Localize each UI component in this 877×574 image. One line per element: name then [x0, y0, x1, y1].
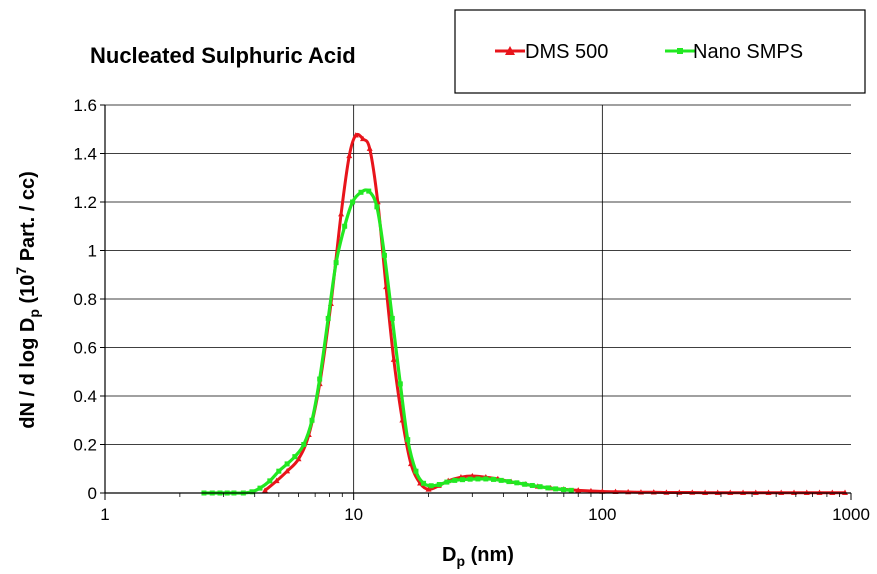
- data-point-dms-500: [842, 489, 849, 495]
- legend-marker-nano-smps: [677, 48, 683, 54]
- data-point-nano-smps: [444, 479, 450, 485]
- data-point-nano-smps: [405, 437, 411, 443]
- data-point-dms-500: [765, 489, 772, 495]
- data-point-nano-smps: [553, 486, 559, 492]
- data-point-dms-500: [352, 132, 359, 138]
- grid-layer: [105, 104, 851, 493]
- data-point-nano-smps: [452, 477, 458, 483]
- data-point-nano-smps: [561, 487, 567, 493]
- data-point-nano-smps: [568, 487, 574, 493]
- data-point-dms-500: [740, 489, 747, 495]
- data-point-dms-500: [727, 489, 734, 495]
- data-point-dms-500: [338, 210, 345, 217]
- x-axis-label: Dp (nm): [442, 544, 514, 569]
- y-tick-label: 1.6: [73, 96, 97, 115]
- data-point-nano-smps: [537, 484, 543, 490]
- data-point-nano-smps: [467, 476, 473, 482]
- y-tick-label: 1.2: [73, 193, 97, 212]
- data-point-nano-smps: [317, 376, 323, 382]
- data-point-nano-smps: [342, 223, 348, 229]
- data-point-nano-smps: [490, 476, 496, 482]
- legend-marker-dms500: [505, 46, 515, 55]
- series-layer: [201, 132, 849, 496]
- data-point-dms-500: [366, 145, 373, 151]
- data-point-dms-500: [752, 489, 759, 495]
- x-tick-label: 100: [588, 505, 616, 524]
- chart-title: Nucleated Sulphuric Acid: [90, 43, 356, 68]
- data-point-nano-smps: [276, 468, 282, 474]
- y-tick-label: 1.4: [73, 145, 97, 164]
- data-point-dms-500: [262, 487, 269, 493]
- data-point-nano-smps: [475, 476, 481, 482]
- data-point-nano-smps: [514, 480, 520, 486]
- data-point-nano-smps: [257, 485, 263, 491]
- y-tick-label: 0.4: [73, 387, 97, 406]
- x-tick-label: 1: [100, 505, 109, 524]
- y-tick-label: 0.2: [73, 436, 97, 455]
- tick-layer: 0 0.2 0.4 0.6 0.8 1 1.2 1.4 1.6 1 10 100 1000: [73, 96, 870, 524]
- data-point-nano-smps: [309, 417, 315, 423]
- data-point-nano-smps: [292, 454, 298, 460]
- data-point-nano-smps: [506, 479, 512, 485]
- data-point-dms-500: [599, 488, 606, 494]
- data-point-nano-smps: [483, 476, 489, 482]
- data-point-dms-500: [359, 135, 366, 142]
- y-tick-label: 0.8: [73, 290, 97, 309]
- data-point-nano-smps: [284, 461, 290, 467]
- data-point-dms-500: [390, 356, 397, 362]
- data-point-nano-smps: [333, 260, 339, 266]
- legend-label-dms500: DMS 500: [525, 41, 608, 63]
- data-point-nano-smps: [381, 252, 387, 258]
- data-point-dms-500: [803, 489, 810, 495]
- series-line-dms-500: [264, 132, 846, 495]
- data-point-dms-500: [575, 487, 582, 493]
- data-point-nano-smps: [397, 381, 403, 387]
- data-point-dms-500: [816, 489, 823, 495]
- data-point-nano-smps: [436, 482, 442, 488]
- legend: DMS 500 Nano SMPS: [454, 9, 866, 94]
- data-point-dms-500: [284, 467, 291, 474]
- data-point-dms-500: [425, 486, 432, 492]
- data-point-nano-smps: [389, 315, 395, 321]
- data-point-nano-smps: [374, 204, 380, 210]
- data-point-dms-500: [346, 152, 353, 159]
- data-point-dms-500: [778, 489, 785, 495]
- data-point-nano-smps: [413, 468, 419, 474]
- series-line-nano-smps: [203, 188, 572, 495]
- data-point-nano-smps: [421, 480, 427, 486]
- y-axis-label: dN / d log Dp (107 Part. / cc): [13, 171, 42, 429]
- data-point-nano-smps: [498, 477, 504, 483]
- data-point-nano-smps: [350, 199, 356, 205]
- data-point-dms-500: [273, 477, 280, 484]
- data-point-nano-smps: [529, 482, 535, 488]
- data-point-nano-smps: [545, 485, 551, 491]
- data-point-nano-smps: [428, 483, 434, 489]
- data-point-nano-smps: [358, 189, 364, 195]
- data-point-nano-smps: [249, 489, 255, 495]
- y-tick-label: 0.6: [73, 339, 97, 358]
- y-tick-label: 1: [88, 242, 97, 261]
- data-point-nano-smps: [301, 442, 307, 447]
- data-point-nano-smps: [522, 481, 528, 487]
- data-point-nano-smps: [460, 477, 466, 483]
- data-point-dms-500: [702, 489, 709, 495]
- y-tick-label: 0: [88, 484, 97, 503]
- x-tick-label: 1000: [832, 505, 870, 524]
- data-point-dms-500: [295, 455, 302, 462]
- data-point-dms-500: [714, 489, 721, 495]
- data-point-nano-smps: [267, 478, 273, 484]
- data-point-dms-500: [829, 489, 836, 495]
- data-point-nano-smps: [325, 315, 331, 321]
- data-point-dms-500: [587, 487, 594, 494]
- x-tick-label: 10: [344, 505, 363, 524]
- legend-label-nano-smps: Nano SMPS: [693, 41, 803, 63]
- data-point-nano-smps: [366, 188, 372, 194]
